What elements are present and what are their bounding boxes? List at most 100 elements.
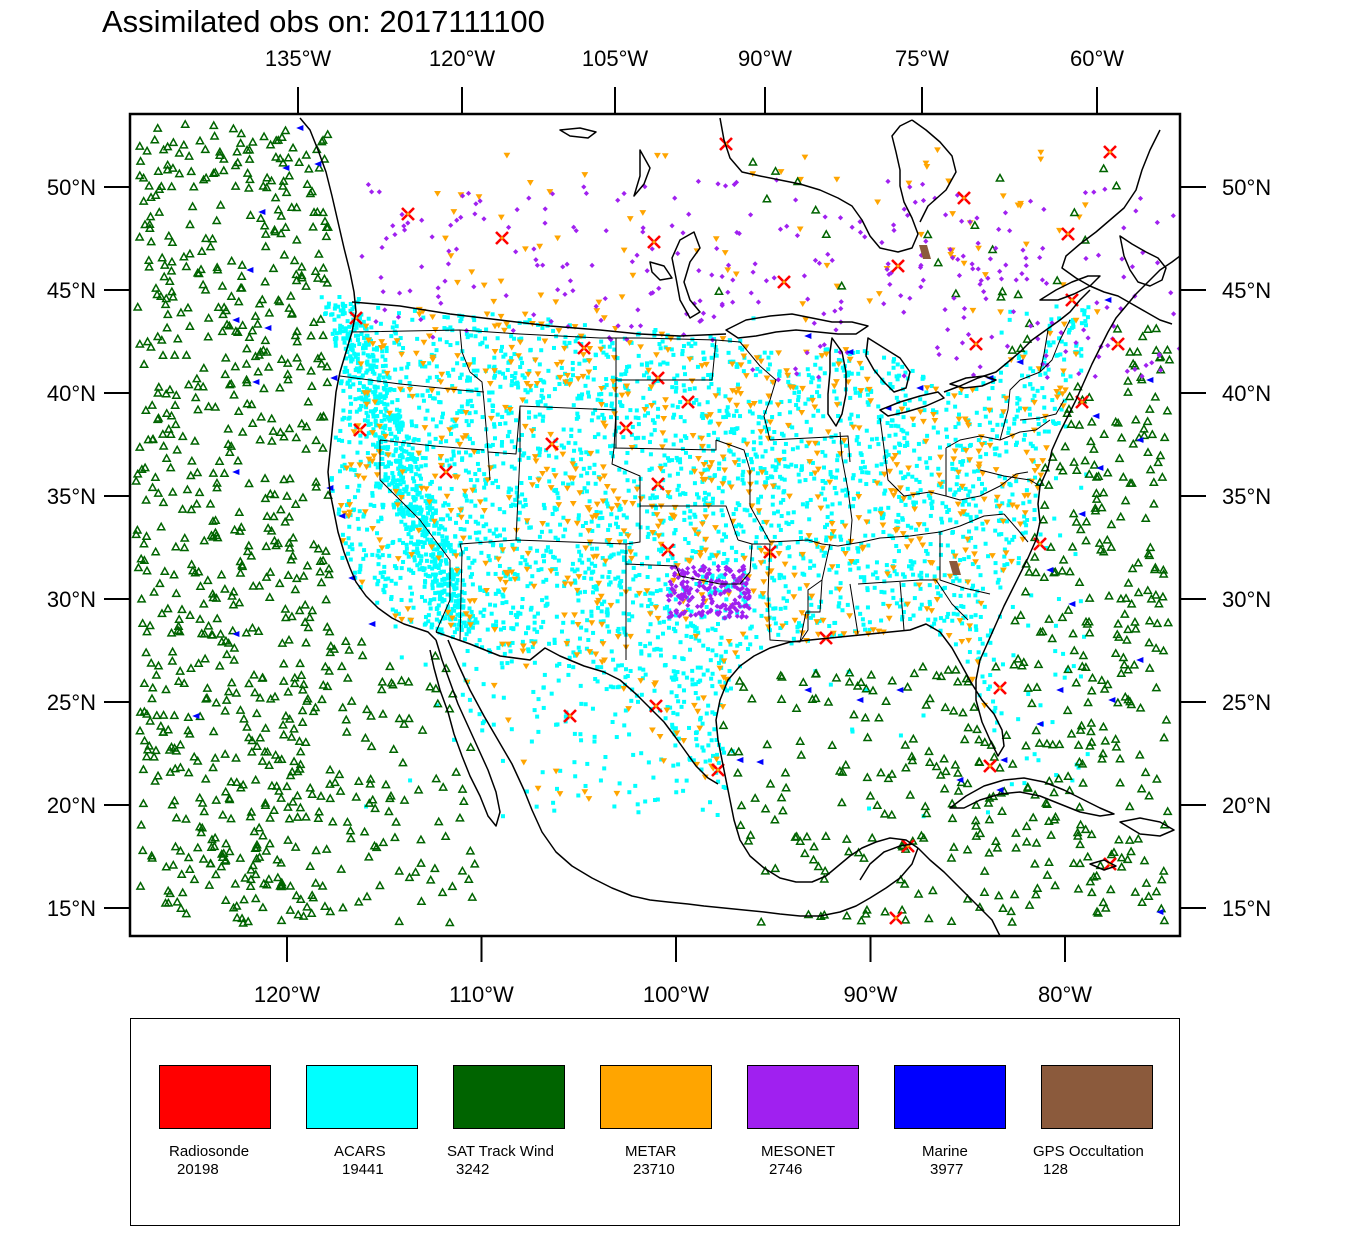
acars-ob (694, 581, 699, 586)
acars-ob (1021, 501, 1026, 506)
metar-ob (469, 487, 477, 494)
acars-ob (885, 421, 890, 426)
metar-ob (459, 535, 467, 542)
acars-ob (976, 438, 981, 443)
acars-ob (426, 522, 431, 527)
acars-ob (586, 557, 591, 562)
acars-ob (774, 458, 779, 463)
acars-ob (766, 426, 771, 431)
metar-ob (742, 373, 750, 379)
acars-ob (539, 567, 544, 572)
acars-ob (346, 499, 351, 504)
acars-ob (709, 382, 714, 387)
acars-ob (451, 367, 456, 372)
acars-ob (1047, 323, 1052, 328)
acars-ob (352, 343, 357, 348)
acars-ob (913, 582, 918, 587)
sat-track-wind-ob (217, 281, 228, 290)
acars-ob (387, 387, 392, 392)
acars-ob (679, 466, 684, 471)
acars-ob (559, 629, 564, 634)
acars-ob (387, 418, 392, 423)
acars-ob (600, 412, 605, 417)
metar-ob (857, 388, 865, 394)
acars-ob (494, 623, 499, 628)
acars-ob (586, 452, 591, 457)
acars-ob (348, 302, 353, 307)
acars-ob (897, 373, 902, 378)
acars-ob (577, 636, 582, 641)
acars-ob (514, 485, 519, 490)
acars-ob (942, 585, 947, 590)
acars-ob (370, 493, 375, 498)
sat-track-wind-ob (134, 231, 145, 241)
metar-ob (789, 384, 797, 391)
metar-ob (1016, 521, 1024, 528)
acars-ob (744, 452, 749, 457)
acars-ob (532, 620, 537, 625)
acars-ob (387, 427, 392, 432)
sat-track-wind-ob (147, 852, 158, 862)
acars-ob (762, 467, 767, 472)
acars-ob (494, 534, 499, 539)
acars-ob (633, 436, 638, 441)
acars-ob (1052, 516, 1057, 521)
acars-ob (739, 591, 744, 596)
acars-ob (536, 697, 541, 702)
acars-ob (417, 405, 422, 410)
acars-ob (410, 452, 415, 457)
acars-ob (428, 394, 433, 399)
sat-track-wind-ob (285, 881, 296, 890)
acars-ob (693, 691, 698, 696)
acars-ob (806, 373, 811, 378)
acars-ob (665, 604, 670, 609)
acars-ob (1029, 593, 1034, 598)
acars-ob (589, 609, 594, 614)
acars-ob (741, 369, 746, 374)
sat-track-wind-ob (270, 192, 281, 202)
sat-track-wind-ob (1123, 624, 1133, 634)
sat-track-wind-ob (141, 494, 151, 504)
acars-ob (901, 610, 906, 615)
acars-ob (647, 653, 652, 658)
sat-track-wind-ob (208, 726, 219, 736)
acars-ob (944, 427, 949, 432)
acars-ob (958, 558, 963, 563)
acars-ob (604, 538, 609, 543)
acars-ob (343, 304, 348, 309)
acars-ob (896, 549, 901, 554)
sat-track-wind-ob (303, 163, 314, 173)
acars-ob (467, 618, 472, 623)
acars-ob (345, 368, 350, 373)
acars-ob (363, 340, 368, 345)
sat-track-wind-ob (1157, 472, 1168, 481)
acars-ob (787, 399, 792, 404)
acars-ob (540, 418, 545, 423)
acars-ob (569, 433, 574, 438)
acars-ob (1020, 373, 1025, 378)
acars-ob (517, 500, 522, 505)
metar-ob (702, 514, 710, 521)
sat-track-wind-ob (1102, 534, 1113, 544)
acars-ob (606, 354, 611, 359)
acars-ob (365, 368, 370, 373)
acars-ob (834, 367, 839, 372)
acars-ob (648, 496, 653, 501)
acars-ob (340, 555, 345, 560)
acars-ob (962, 557, 967, 562)
acars-ob (1054, 304, 1059, 309)
acars-ob (1024, 756, 1029, 761)
acars-ob (889, 423, 894, 428)
sat-track-wind-ob (307, 890, 317, 899)
acars-ob (477, 638, 482, 643)
acars-ob (607, 570, 612, 575)
metar-ob (753, 355, 761, 362)
acars-ob (398, 379, 403, 384)
acars-ob (397, 507, 402, 512)
metar-ob (922, 160, 930, 167)
acars-ob (414, 424, 419, 429)
acars-ob (425, 505, 430, 510)
acars-ob (490, 481, 495, 486)
acars-ob (365, 414, 370, 419)
sat-track-wind-ob (171, 390, 182, 399)
